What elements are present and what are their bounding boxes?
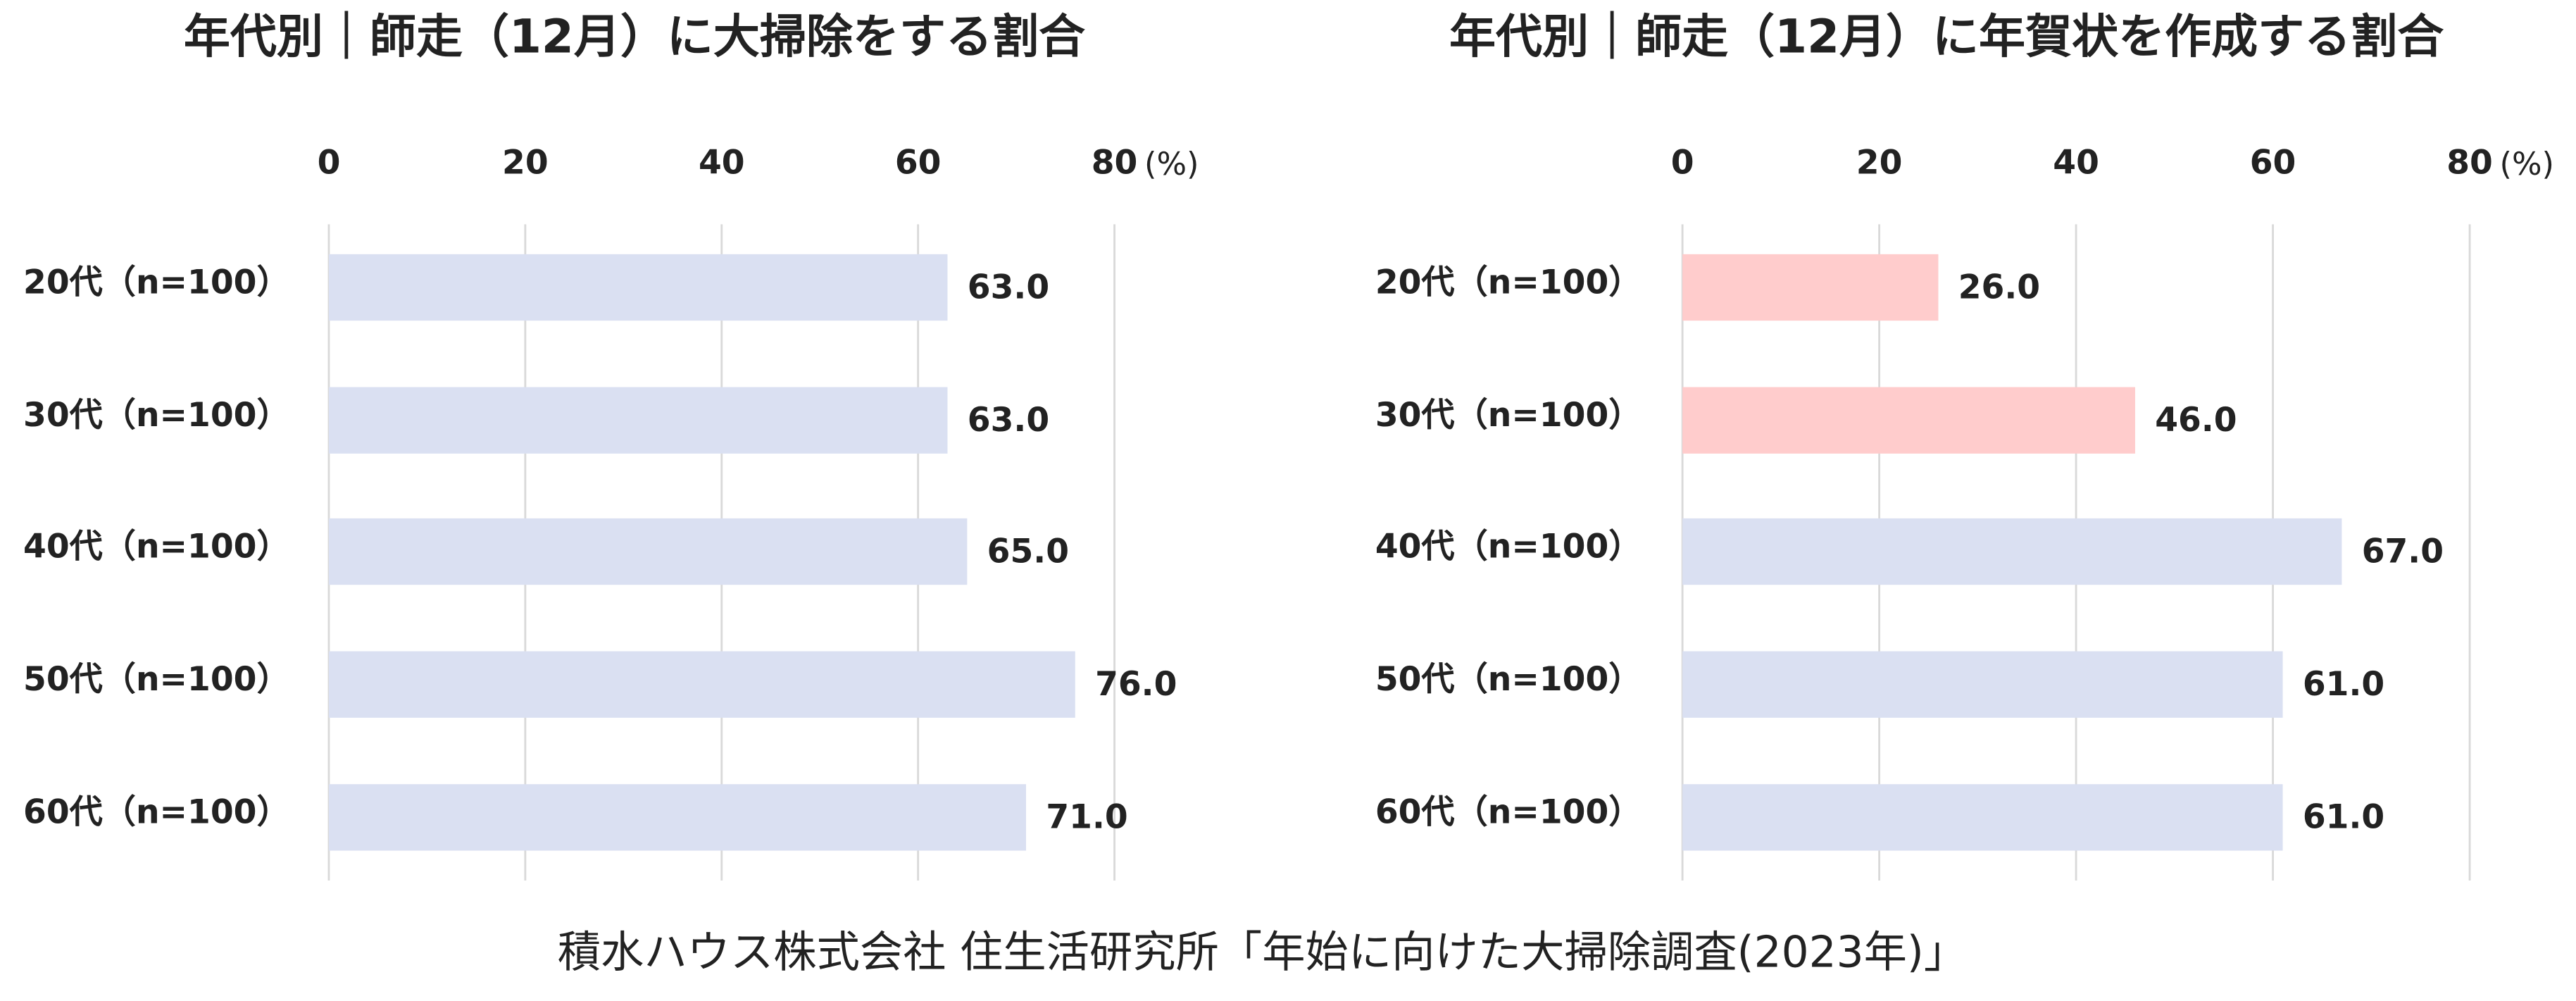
bar xyxy=(1682,387,2135,454)
category-label: 50代（n=100） xyxy=(1375,660,1642,699)
category-label: 60代（n=100） xyxy=(23,793,290,832)
x-tick-label: 20 xyxy=(502,143,549,182)
bar xyxy=(328,518,968,585)
bar xyxy=(328,254,948,321)
x-tick-label: 80 xyxy=(1092,143,1138,182)
value-label: 61.0 xyxy=(2303,798,2384,837)
value-label: 63.0 xyxy=(968,268,1049,306)
bar xyxy=(1682,254,1939,321)
x-tick-label: 80 xyxy=(2446,143,2493,182)
value-label: 67.0 xyxy=(2362,532,2444,571)
x-tick-label: 60 xyxy=(2250,143,2296,182)
source-note: 積水ハウス株式会社 住生活研究所「年始に向けた大掃除調査(2023年)」 xyxy=(558,928,1967,978)
category-label: 20代（n=100） xyxy=(1375,263,1642,301)
x-tick-label: 20 xyxy=(1856,143,1903,182)
value-label: 26.0 xyxy=(1958,268,2040,306)
category-label: 30代（n=100） xyxy=(1375,396,1642,435)
x-tick-label: 40 xyxy=(2053,143,2099,182)
x-unit: (%) xyxy=(2500,145,2555,182)
bar xyxy=(328,651,1075,718)
category-label: 30代（n=100） xyxy=(23,396,290,435)
x-unit: (%) xyxy=(1144,145,1199,182)
value-label: 76.0 xyxy=(1095,665,1177,704)
bar xyxy=(328,387,948,454)
bar xyxy=(1682,518,2342,585)
x-tick-label: 0 xyxy=(318,143,341,182)
x-tick-label: 60 xyxy=(895,143,942,182)
chart-title: 年代別｜師走（12月）に大掃除をする割合 xyxy=(184,10,1085,64)
category-label: 20代（n=100） xyxy=(23,263,290,301)
x-tick-label: 0 xyxy=(1671,143,1694,182)
bar xyxy=(1682,651,2283,718)
value-label: 65.0 xyxy=(987,532,1069,571)
x-tick-label: 40 xyxy=(699,143,745,182)
value-label: 63.0 xyxy=(968,401,1049,440)
category-label: 40代（n=100） xyxy=(1375,527,1642,566)
value-label: 46.0 xyxy=(2155,401,2237,440)
chart-title: 年代別｜師走（12月）に年賀状を作成する割合 xyxy=(1449,10,2444,64)
category-label: 60代（n=100） xyxy=(1375,793,1642,832)
category-label: 40代（n=100） xyxy=(23,527,290,566)
category-label: 50代（n=100） xyxy=(23,660,290,699)
value-label: 71.0 xyxy=(1046,798,1127,837)
value-label: 61.0 xyxy=(2303,665,2384,704)
bar xyxy=(328,784,1027,851)
bar xyxy=(1682,784,2283,851)
